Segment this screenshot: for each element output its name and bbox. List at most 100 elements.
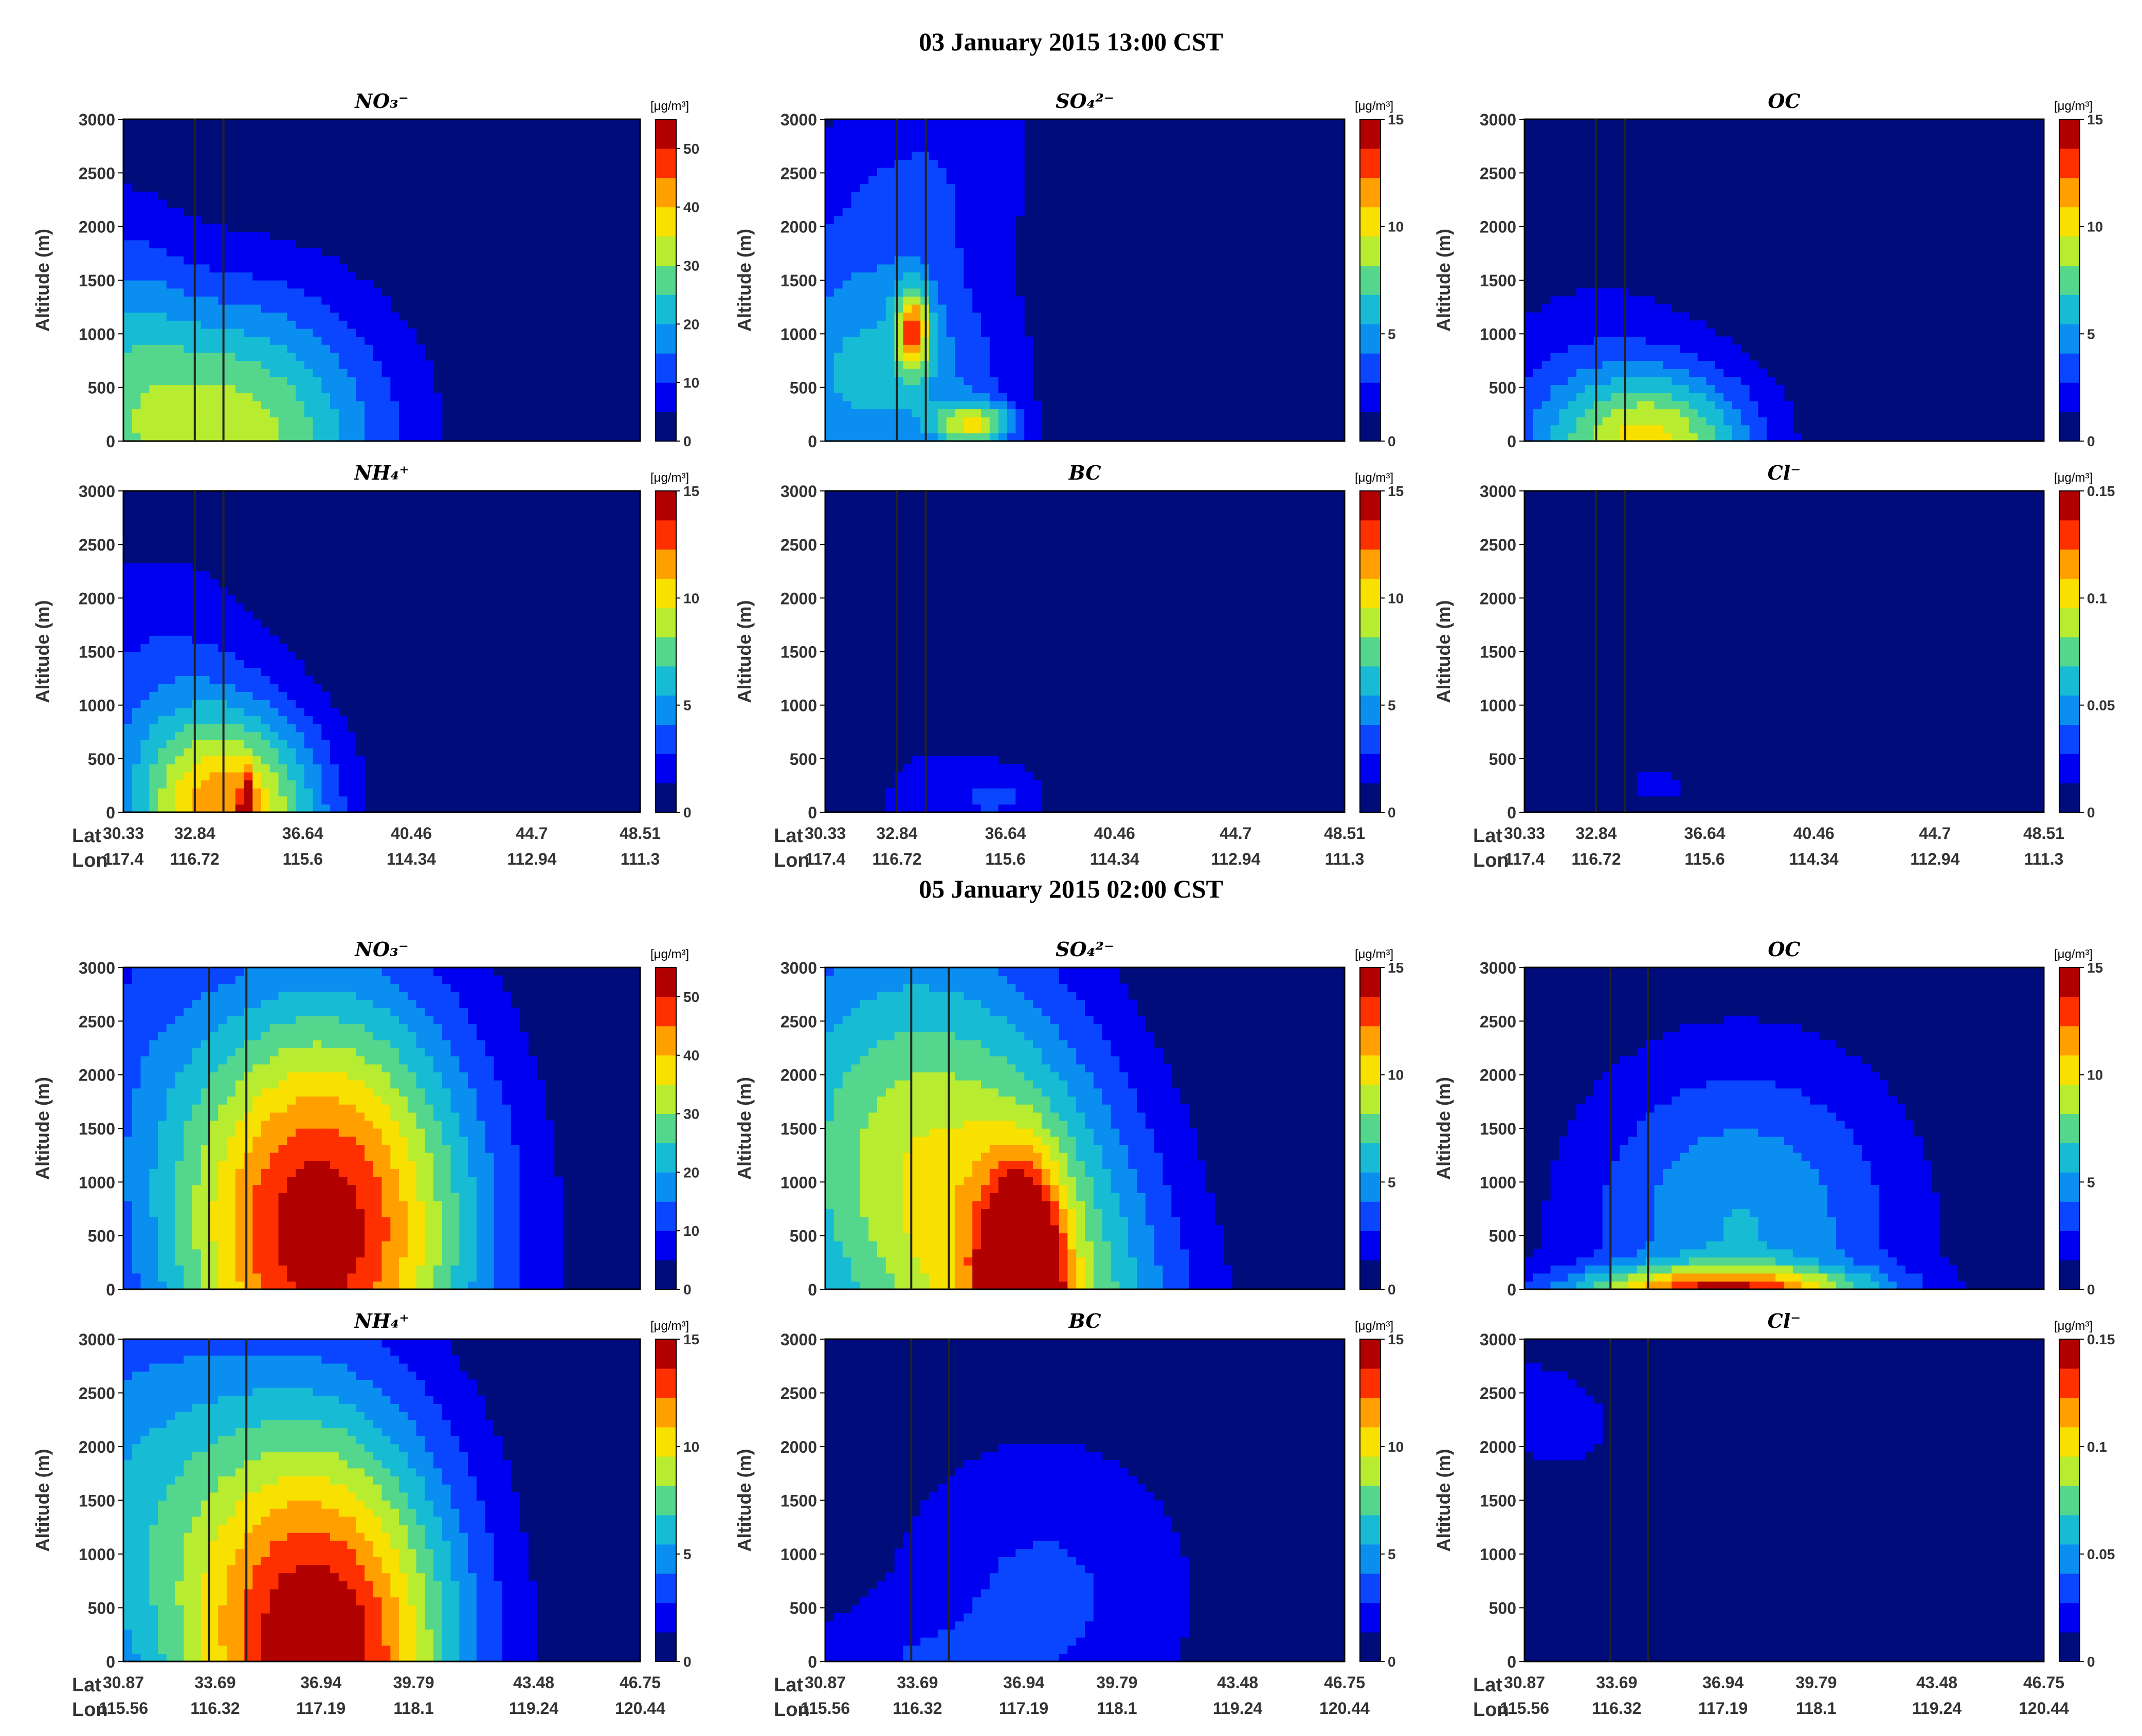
field-cell <box>1576 385 1586 393</box>
field-cell <box>321 716 331 724</box>
field-cell <box>227 1225 236 1234</box>
field-cell <box>998 312 1008 321</box>
field-cell <box>1715 385 1724 393</box>
field-cell <box>946 143 956 152</box>
field-cell <box>227 1048 236 1056</box>
field-cell <box>321 1168 331 1177</box>
field-cell <box>937 328 947 337</box>
field-cell <box>140 256 150 265</box>
field-cell <box>390 1144 400 1153</box>
field-cell <box>382 1008 391 1016</box>
field-cell <box>330 400 339 410</box>
field-cell <box>1689 400 1698 410</box>
field-cell <box>313 1039 322 1049</box>
field-cell <box>209 740 219 748</box>
field-cell <box>184 579 193 588</box>
field-cell <box>158 1281 167 1290</box>
field-cell <box>140 1104 150 1113</box>
field-cell <box>1637 312 1646 321</box>
field-cell <box>123 425 133 433</box>
field-cell <box>227 1249 236 1258</box>
field-cell <box>842 312 852 321</box>
field-cell <box>365 1080 374 1089</box>
field-cell <box>330 296 339 305</box>
field-cell <box>1645 417 1655 426</box>
field-cell <box>382 409 391 417</box>
field-cell <box>356 369 365 377</box>
field-cell <box>261 756 270 764</box>
field-cell <box>330 804 339 813</box>
field-cell <box>175 1048 184 1056</box>
field-cell <box>347 1241 356 1250</box>
field-cell <box>1663 788 1672 797</box>
field-cell <box>158 975 167 984</box>
field-cell <box>833 119 843 128</box>
field-cell <box>407 400 417 410</box>
field-cell <box>338 716 348 724</box>
field-cell <box>1585 296 1594 305</box>
field-cell <box>235 1104 245 1113</box>
field-cell <box>149 208 158 216</box>
colorbar-swatch <box>656 207 676 237</box>
field-cell <box>321 975 331 984</box>
field-cell <box>175 208 184 216</box>
field-cell <box>158 1039 167 1049</box>
field-cell <box>825 336 834 345</box>
field-cell <box>1680 344 1690 353</box>
field-cell <box>877 119 886 128</box>
field-cell <box>175 272 184 281</box>
field-cell <box>201 1160 210 1169</box>
field-cell <box>278 1209 287 1217</box>
field-cell <box>140 595 150 604</box>
field-cell <box>1007 184 1016 192</box>
field-cell <box>407 1128 417 1137</box>
field-cell <box>1024 804 1033 813</box>
field-cell <box>399 425 408 433</box>
field-cell <box>1015 772 1025 781</box>
field-cell <box>955 400 964 410</box>
field-cell <box>304 748 314 757</box>
field-cell <box>287 352 296 361</box>
field-cell <box>132 1249 141 1258</box>
field-cell <box>184 740 193 748</box>
field-cell <box>390 1176 400 1185</box>
field-cell <box>390 400 400 410</box>
field-cell <box>416 1015 425 1025</box>
field-cell <box>166 320 176 329</box>
field-cell <box>123 376 133 386</box>
field-cell <box>929 280 938 289</box>
field-cell <box>1533 369 1542 377</box>
field-cell <box>842 224 852 232</box>
field-cell <box>132 740 141 748</box>
field-cell <box>373 417 383 426</box>
field-cell <box>399 991 408 1000</box>
field-cell <box>269 320 279 329</box>
field-cell <box>868 167 878 176</box>
field-cell <box>1559 409 1568 417</box>
field-cell <box>201 1015 210 1025</box>
field-cell <box>972 756 982 764</box>
field-cell <box>158 967 167 976</box>
field-cell <box>1663 400 1672 410</box>
field-cell <box>851 304 860 313</box>
field-cell <box>1680 369 1690 377</box>
field-cell <box>450 1209 460 1217</box>
field-cell <box>269 393 279 401</box>
field-cell <box>416 1273 425 1282</box>
field-cell <box>313 1233 322 1241</box>
field-cell <box>132 288 141 297</box>
field-cell <box>149 1241 158 1250</box>
field-cell <box>1715 344 1724 353</box>
field-cell <box>373 433 383 442</box>
field-cell <box>296 1225 305 1234</box>
field-cell <box>140 369 150 377</box>
field-cell <box>894 385 904 393</box>
field-cell <box>468 1136 477 1145</box>
field-cell <box>1628 352 1638 361</box>
field-cell <box>356 983 365 992</box>
field-cell <box>304 772 314 781</box>
field-cell <box>373 393 383 401</box>
field-cell <box>330 393 339 401</box>
field-cell <box>1007 425 1016 433</box>
